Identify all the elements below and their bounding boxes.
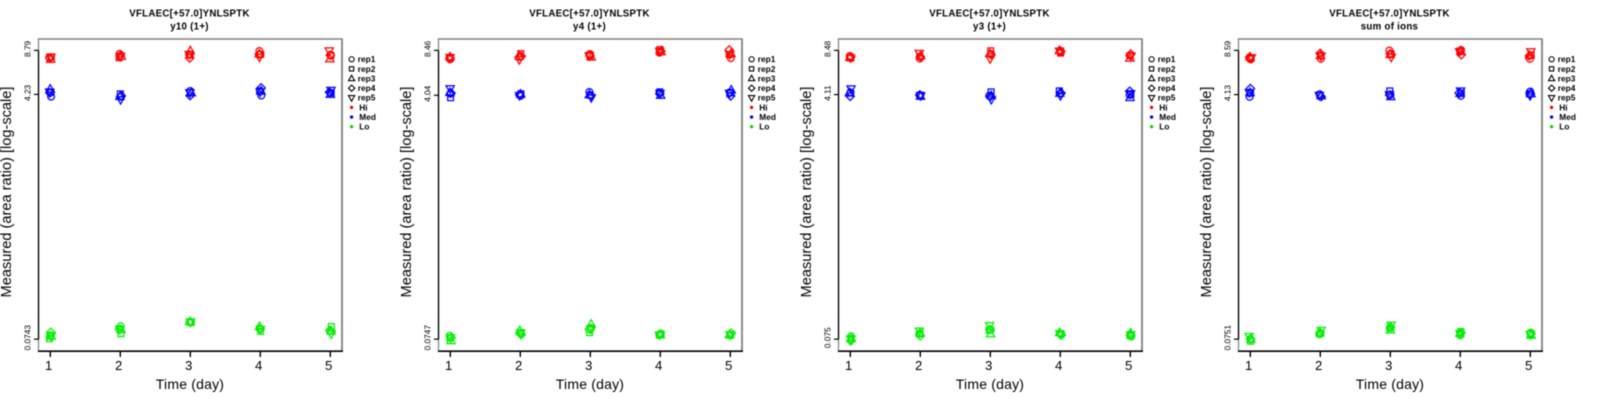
svg-text:rep1: rep1 xyxy=(358,54,376,64)
svg-text:Hi: Hi xyxy=(759,102,767,112)
svg-text:0.0743: 0.0743 xyxy=(22,325,32,351)
svg-text:rep1: rep1 xyxy=(1558,54,1576,64)
svg-text:Measured (area ratio) [log-sca: Measured (area ratio) [log-scale] xyxy=(1200,87,1215,298)
svg-text:Med: Med xyxy=(359,112,376,122)
svg-text:4.13: 4.13 xyxy=(1222,85,1232,102)
svg-text:1: 1 xyxy=(45,358,52,373)
svg-text:3: 3 xyxy=(185,358,192,373)
svg-text:Lo: Lo xyxy=(759,122,769,132)
svg-text:Measured (area ratio) [log-sca: Measured (area ratio) [log-scale] xyxy=(400,87,415,298)
svg-text:rep3: rep3 xyxy=(1558,73,1576,83)
svg-text:Lo: Lo xyxy=(1559,122,1569,132)
svg-text:4: 4 xyxy=(255,358,262,373)
svg-text:rep3: rep3 xyxy=(358,73,376,83)
svg-text:sum of ions: sum of ions xyxy=(1361,21,1418,32)
svg-text:rep4: rep4 xyxy=(358,83,376,93)
svg-text:8.48: 8.48 xyxy=(822,40,832,57)
svg-text:0.075: 0.075 xyxy=(822,327,832,348)
svg-text:Hi: Hi xyxy=(359,102,367,112)
svg-text:Time (day): Time (day) xyxy=(156,376,224,392)
svg-text:5: 5 xyxy=(1125,358,1132,373)
svg-text:rep1: rep1 xyxy=(758,54,776,64)
svg-text:rep2: rep2 xyxy=(1558,64,1576,74)
svg-text:Med: Med xyxy=(1559,112,1576,122)
svg-text:4: 4 xyxy=(1455,358,1462,373)
svg-text:y10 (1+): y10 (1+) xyxy=(170,21,209,32)
svg-text:Med: Med xyxy=(1159,112,1176,122)
svg-text:0.0751: 0.0751 xyxy=(1222,325,1232,351)
svg-text:3: 3 xyxy=(1385,358,1392,373)
svg-text:rep4: rep4 xyxy=(1558,83,1576,93)
svg-text:5: 5 xyxy=(725,358,732,373)
svg-text:2: 2 xyxy=(915,358,922,373)
svg-text:VFLAEC[+57.0]YNLSPTK: VFLAEC[+57.0]YNLSPTK xyxy=(929,9,1050,20)
svg-text:rep5: rep5 xyxy=(1558,93,1576,103)
svg-text:5: 5 xyxy=(325,358,332,373)
svg-text:rep2: rep2 xyxy=(758,64,776,74)
svg-text:2: 2 xyxy=(1315,358,1322,373)
svg-text:Med: Med xyxy=(759,112,776,122)
svg-text:Hi: Hi xyxy=(1559,102,1567,112)
svg-text:8.79: 8.79 xyxy=(22,40,32,57)
svg-text:rep2: rep2 xyxy=(1158,64,1176,74)
svg-text:2: 2 xyxy=(115,358,122,373)
svg-text:rep3: rep3 xyxy=(1158,73,1176,83)
svg-text:y4 (1+): y4 (1+) xyxy=(573,21,606,32)
svg-text:y3 (1+): y3 (1+) xyxy=(973,21,1006,32)
svg-text:Time (day): Time (day) xyxy=(556,376,624,392)
svg-text:4.04: 4.04 xyxy=(422,85,432,102)
svg-text:VFLAEC[+57.0]YNLSPTK: VFLAEC[+57.0]YNLSPTK xyxy=(529,9,650,20)
svg-text:0.0747: 0.0747 xyxy=(422,325,432,351)
svg-text:1: 1 xyxy=(445,358,452,373)
svg-text:Time (day): Time (day) xyxy=(956,376,1024,392)
svg-text:3: 3 xyxy=(585,358,592,373)
svg-text:Lo: Lo xyxy=(1159,122,1169,132)
svg-text:8.59: 8.59 xyxy=(1222,40,1232,57)
svg-text:4: 4 xyxy=(655,358,662,373)
svg-text:rep5: rep5 xyxy=(758,93,776,103)
svg-text:Lo: Lo xyxy=(359,122,369,132)
svg-text:VFLAEC[+57.0]YNLSPTK: VFLAEC[+57.0]YNLSPTK xyxy=(129,9,250,20)
svg-text:rep5: rep5 xyxy=(358,93,376,103)
svg-text:Measured (area ratio) [log-sca: Measured (area ratio) [log-scale] xyxy=(800,87,815,298)
svg-text:rep5: rep5 xyxy=(1158,93,1176,103)
svg-text:rep4: rep4 xyxy=(758,83,776,93)
svg-text:1: 1 xyxy=(1245,358,1252,373)
svg-text:5: 5 xyxy=(1525,358,1532,373)
svg-text:4.11: 4.11 xyxy=(822,85,832,101)
svg-text:3: 3 xyxy=(985,358,992,373)
svg-text:rep4: rep4 xyxy=(1158,83,1176,93)
svg-text:1: 1 xyxy=(845,358,852,373)
svg-text:8.46: 8.46 xyxy=(422,40,432,57)
svg-text:Hi: Hi xyxy=(1159,102,1167,112)
svg-text:Time (day): Time (day) xyxy=(1356,376,1424,392)
svg-text:4: 4 xyxy=(1055,358,1062,373)
svg-text:Measured (area ratio) [log-sca: Measured (area ratio) [log-scale] xyxy=(0,87,15,298)
svg-text:VFLAEC[+57.0]YNLSPTK: VFLAEC[+57.0]YNLSPTK xyxy=(1329,9,1450,20)
svg-text:rep3: rep3 xyxy=(758,73,776,83)
svg-text:rep1: rep1 xyxy=(1158,54,1176,64)
svg-text:rep2: rep2 xyxy=(358,64,376,74)
svg-text:4.23: 4.23 xyxy=(22,84,32,101)
svg-text:2: 2 xyxy=(515,358,522,373)
